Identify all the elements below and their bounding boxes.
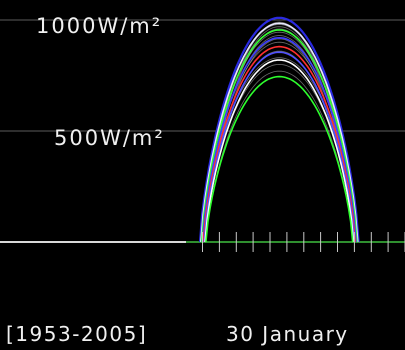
series-line [204,59,355,243]
series-line [201,36,357,243]
series-line [198,16,360,243]
years-label: [1953-2005] [6,322,147,346]
series-line [200,22,359,243]
daily-trace [201,41,358,243]
daily-trace [205,21,354,243]
date-label: 30 January [226,322,349,346]
y-tick-label-1000: 1000W/m² [36,14,162,38]
y-tick-label-500: 500W/m² [54,126,165,150]
daily-trace [201,23,358,243]
daily-trace [203,63,356,243]
statistic-curves [198,16,360,243]
daily-trace [203,35,356,243]
series-line [202,45,356,243]
daily-trace [205,70,354,243]
series-line [203,51,356,243]
series-line [205,75,354,243]
series-line [200,29,358,243]
hour-ticks [202,232,405,252]
daily-trace [205,50,354,243]
